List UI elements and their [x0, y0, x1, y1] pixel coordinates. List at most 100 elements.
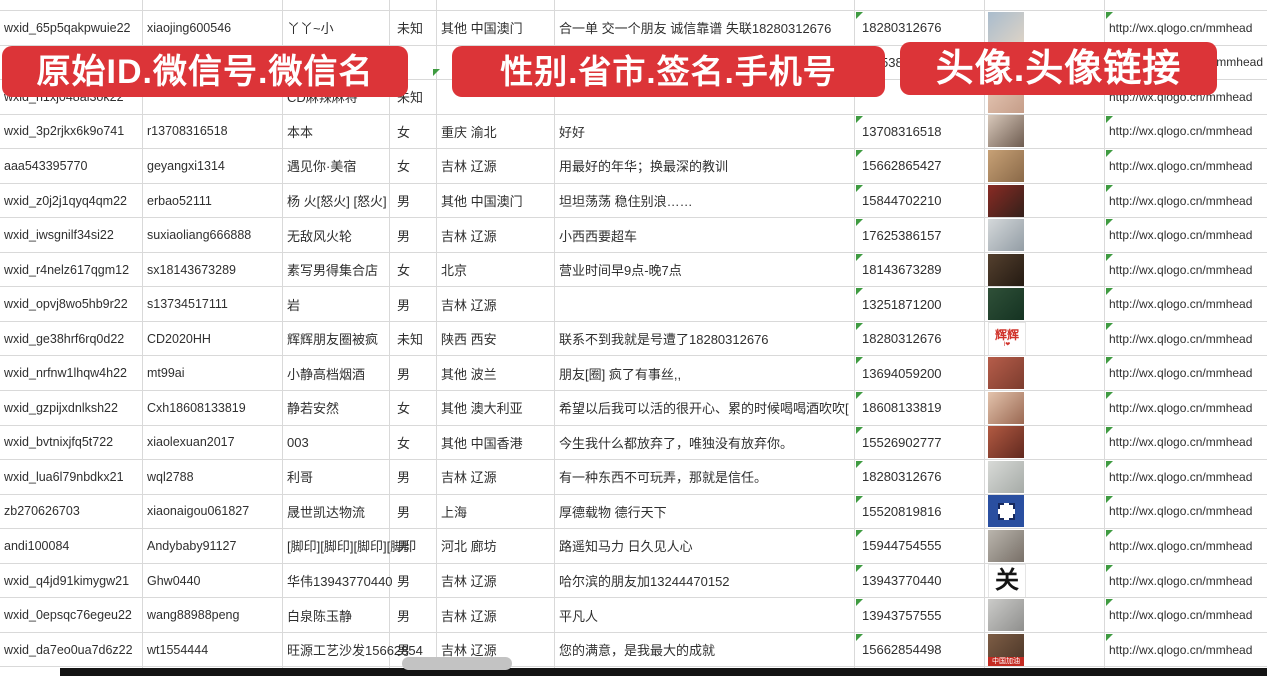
cell-weixin-id[interactable]: xiaolexuan2017 [143, 425, 283, 461]
cell-region[interactable]: 陕西 西安 [437, 321, 555, 357]
cell-signature[interactable]: 有一种东西不可玩弄，那就是信任。 [555, 460, 855, 495]
cell-nickname[interactable]: 华伟13943770440 [283, 563, 393, 599]
cell-gender[interactable]: 男 [390, 218, 437, 253]
cell-wxid[interactable]: wxid_3p2rjkx6k9o741 [0, 114, 143, 150]
cell-avatar[interactable] [985, 0, 1105, 11]
cell-nickname[interactable]: 丫丫~小 [283, 11, 390, 46]
cell-avatar[interactable] [985, 598, 1105, 633]
cell-nickname[interactable]: 遇见你·美宿 [283, 149, 390, 184]
horizontal-scrollbar-thumb[interactable] [402, 657, 512, 670]
cell-signature[interactable]: 厚德载物 德行天下 [555, 494, 855, 530]
cell-wxid[interactable]: wxid_lua6l79nbdkx21 [0, 460, 143, 495]
cell-gender[interactable]: 女 [390, 425, 437, 461]
cell-wxid[interactable]: wxid_0epsqc76egeu22 [0, 598, 143, 633]
cell-phone[interactable]: 13943757555 [855, 598, 985, 633]
cell-phone[interactable]: 18608133819 [855, 391, 985, 426]
cell-signature[interactable] [555, 287, 855, 322]
cell-avatar[interactable] [985, 114, 1105, 150]
cell-phone[interactable]: 15944754555 [855, 529, 985, 564]
cell-weixin-id[interactable]: Ghw0440 [143, 563, 283, 599]
cell-wxid[interactable]: wxid_ge38hrf6rq0d22 [0, 321, 143, 357]
cell-weixin-id[interactable]: geyangxi1314 [143, 149, 283, 184]
cell-region[interactable]: 上海 [437, 494, 555, 530]
cell-wxid[interactable]: wxid_da7eo0ua7d6z22 [0, 632, 143, 668]
cell-wxid[interactable]: aaa543395770 [0, 149, 143, 184]
cell-gender[interactable]: 未知 [390, 11, 437, 46]
cell-nickname[interactable]: 旺源工艺沙发15662854 [283, 632, 423, 668]
cell-nickname[interactable] [283, 0, 390, 11]
cell-signature[interactable]: 路遥知马力 日久见人心 [555, 529, 855, 564]
cell-wxid[interactable]: wxid_65p5qakpwuie22 [0, 11, 143, 46]
cell-wxid[interactable]: wxid_gzpijxdnlksh22 [0, 391, 143, 426]
cell-signature[interactable]: 小西西要超车 [555, 218, 855, 253]
cell-phone[interactable]: 13708316518 [855, 114, 985, 150]
cell-region[interactable]: 其他 中国香港 [437, 425, 555, 461]
cell-gender[interactable]: 男 [390, 460, 437, 495]
cell-weixin-id[interactable] [143, 0, 283, 11]
cell-region[interactable]: 其他 中国澳门 [437, 11, 555, 46]
cell-avatar[interactable]: 中国加油 [985, 632, 1105, 668]
cell-nickname[interactable]: 素写男得集合店 [283, 252, 390, 288]
cell-url[interactable]: http://wx.qlogo.cn/mmhead [1105, 633, 1267, 668]
cell-weixin-id[interactable]: CD2020HH [143, 321, 283, 357]
cell-weixin-id[interactable]: r13708316518 [143, 114, 283, 150]
cell-phone[interactable]: 18280312676 [855, 11, 985, 46]
cell-wxid[interactable]: zb270626703 [0, 494, 143, 530]
cell-region[interactable]: 吉林 辽源 [437, 287, 555, 322]
cell-weixin-id[interactable] [143, 80, 283, 115]
cell-signature[interactable]: 今生我什么都放弃了，唯独没有放弃你。 [555, 425, 855, 461]
cell-region[interactable] [437, 80, 555, 115]
cell-wxid[interactable]: wxid_opvj8wo5hb9r22 [0, 287, 143, 322]
cell-weixin-id[interactable]: xiaojing600546 [143, 11, 283, 46]
cell-url[interactable]: http://wx.qlogo.cn/mmhead [1105, 184, 1267, 219]
cell-nickname[interactable]: 白泉陈玉静 [283, 598, 390, 633]
cell-signature[interactable]: 营业时间早9点-晚7点 [555, 252, 855, 288]
cell-avatar[interactable] [985, 425, 1105, 461]
cell-gender[interactable]: 男 [390, 529, 437, 564]
cell-phone[interactable]: 13694059200 [855, 356, 985, 392]
cell-phone[interactable] [855, 80, 985, 115]
cell-gender[interactable]: 男 [390, 598, 437, 633]
cell-weixin-id[interactable]: sx18143673289 [143, 252, 283, 288]
cell-region[interactable]: 吉林 辽源 [437, 149, 555, 184]
cell-region[interactable]: 其他 波兰 [437, 356, 555, 392]
cell-gender[interactable]: 男 [390, 494, 437, 530]
cell-nickname[interactable]: 岩 [283, 287, 390, 322]
cell-region[interactable]: 吉林 辽源 [437, 598, 555, 633]
cell-weixin-id[interactable]: xiaonaigou061827 [143, 494, 283, 530]
cell-signature[interactable]: 朋友[圈] 疯了有事丝,, [555, 356, 855, 392]
cell-phone[interactable]: 15526902777 [855, 425, 985, 461]
cell-wxid[interactable] [0, 0, 143, 11]
cell-nickname[interactable]: 利哥 [283, 460, 390, 495]
cell-nickname[interactable]: 杨 火[怒火] [怒火] [283, 183, 390, 219]
cell-weixin-id[interactable]: mt99ai [143, 356, 283, 392]
cell-nickname[interactable]: 无敌风火轮 [283, 218, 390, 253]
cell-avatar[interactable]: 辉辉 I❤ [985, 321, 1105, 357]
cell-wxid[interactable]: andi100084 [0, 529, 143, 564]
cell-phone[interactable]: 15662865427 [855, 149, 985, 184]
cell-wxid[interactable]: wxid_nrfnw1lhqw4h22 [0, 356, 143, 392]
cell-phone[interactable]: 18280312676 [855, 321, 985, 357]
cell-gender[interactable] [390, 45, 437, 81]
cell-avatar[interactable] [985, 460, 1105, 495]
cell-gender[interactable]: 女 [390, 149, 437, 184]
cell-weixin-id[interactable]: wt1554444 [143, 632, 283, 668]
cell-url[interactable]: http://wx.qlogo.cn/mmhead [1105, 460, 1267, 495]
cell-nickname[interactable]: 本本 [283, 114, 390, 150]
cell-weixin-id[interactable]: Andybaby91127 [143, 529, 283, 564]
cell-avatar[interactable] [985, 252, 1105, 288]
cell-signature[interactable]: 希望以后我可以活的很开心、累的时候喝喝酒吹吹[ [555, 391, 855, 426]
cell-url[interactable]: http://wx.qlogo.cn/mmhead [1105, 598, 1267, 633]
cell-url[interactable]: http://wx.qlogo.cn/mmhead [1105, 287, 1267, 322]
cell-signature[interactable]: 平凡人 [555, 598, 855, 633]
cell-signature[interactable]: 联系不到我就是号遭了18280312676 [555, 321, 855, 357]
cell-nickname[interactable]: 003 [283, 425, 390, 461]
cell-nickname[interactable]: 小静高档烟酒 [283, 356, 390, 392]
cell-region[interactable] [437, 0, 555, 11]
cell-avatar[interactable] [985, 391, 1105, 426]
cell-region[interactable]: 吉林 辽源 [437, 563, 555, 599]
cell-url[interactable]: http://wx.qlogo.cn/mmhead [1105, 495, 1267, 530]
cell-avatar[interactable] [985, 494, 1105, 530]
cell-avatar[interactable] [985, 149, 1105, 184]
cell-wxid[interactable]: wxid_z0j2j1qyq4qm22 [0, 183, 143, 219]
